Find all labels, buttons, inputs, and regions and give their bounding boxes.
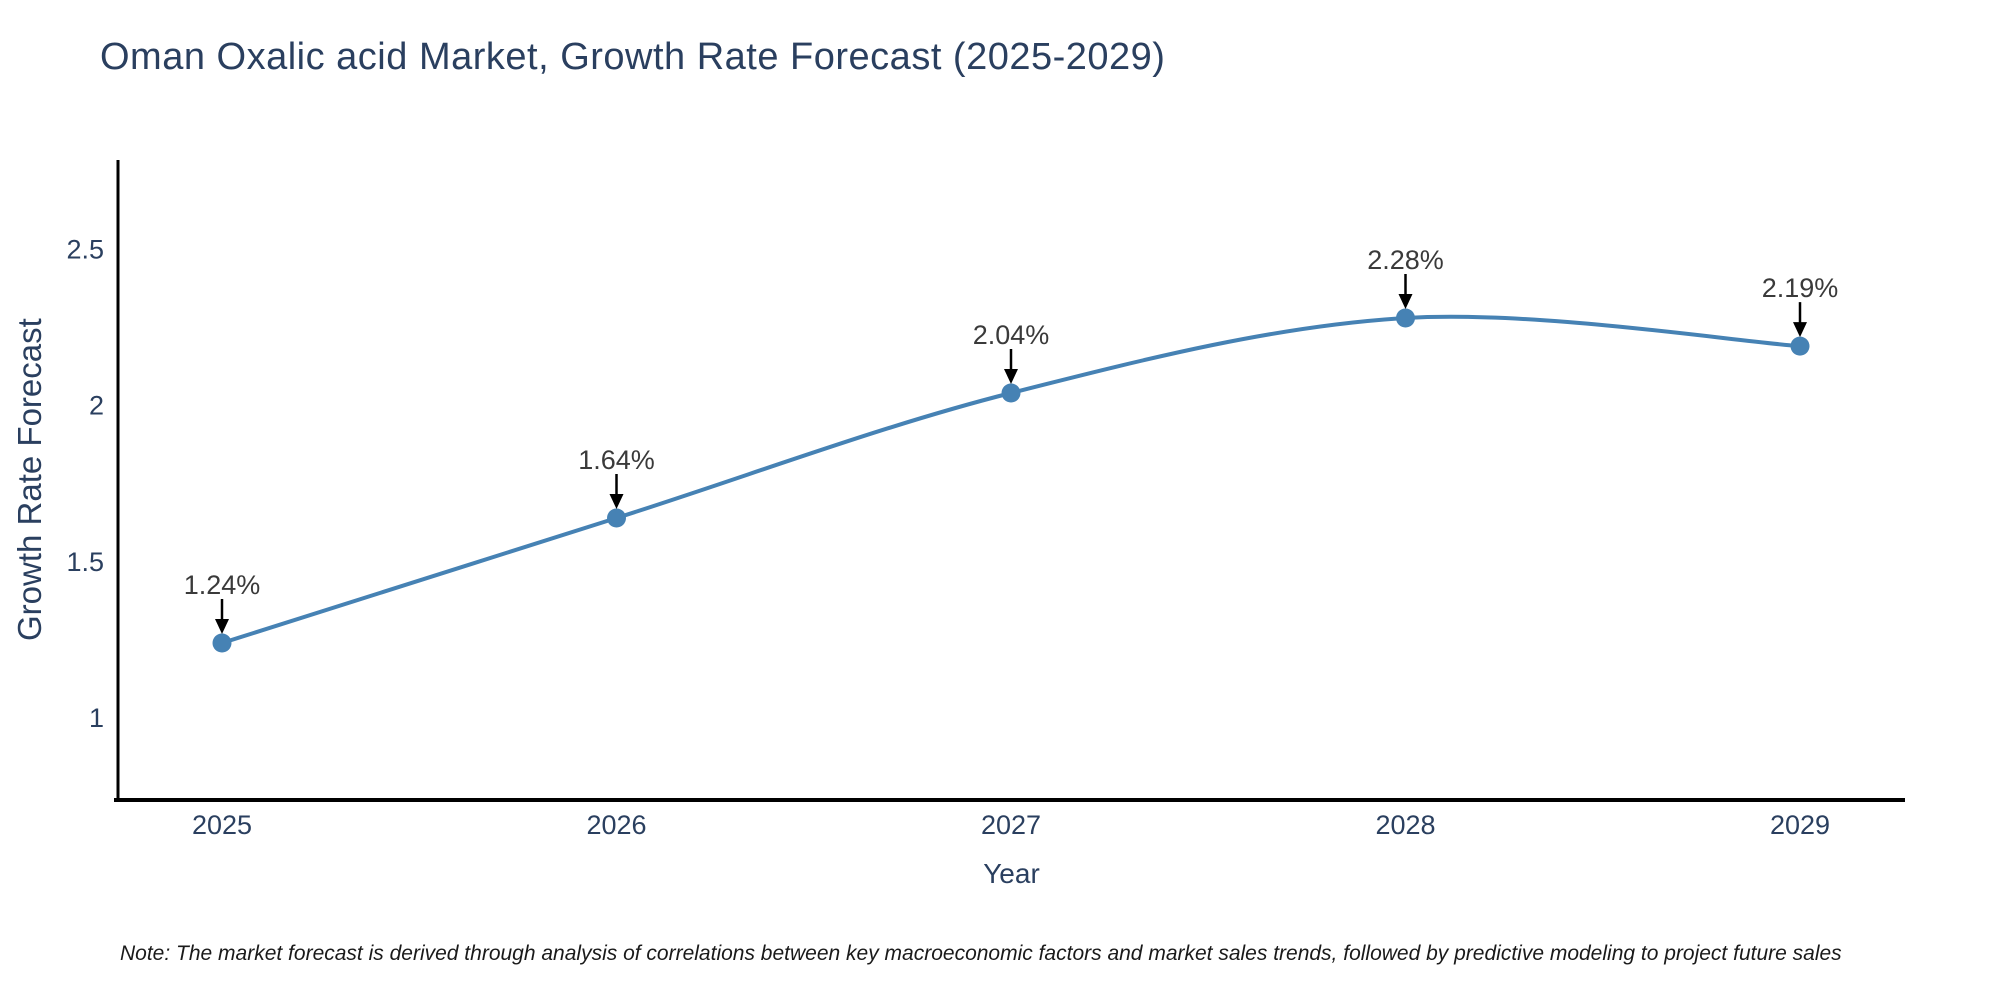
data-point-marker	[1396, 308, 1415, 328]
y-tick-label: 1.5	[66, 547, 104, 577]
x-tick-label: 2027	[981, 810, 1041, 840]
x-tick-label: 2025	[192, 810, 252, 840]
annotation-arrow-head	[1793, 322, 1807, 338]
y-tick-label: 1	[89, 703, 104, 733]
y-axis-title: Growth Rate Forecast	[11, 318, 48, 642]
data-point-marker	[1001, 383, 1021, 403]
y-tick-label: 2	[89, 391, 104, 421]
x-tick-label: 2028	[1375, 810, 1435, 840]
x-tick-label: 2029	[1770, 810, 1830, 840]
footnote-text: Note: The market forecast is derived thr…	[120, 942, 1842, 965]
data-point-marker	[1790, 336, 1810, 356]
annotation-label: 1.64%	[578, 445, 655, 475]
annotation-arrow-head	[1398, 294, 1413, 309]
chart-title: Oman Oxalic acid Market, Growth Rate For…	[100, 36, 1166, 78]
annotation-label: 2.19%	[1762, 273, 1839, 303]
annotation-label: 2.28%	[1367, 245, 1444, 275]
data-point-marker	[212, 633, 232, 653]
annotation-arrow-head	[1004, 369, 1018, 384]
x-axis-title: Year	[983, 858, 1040, 889]
annotation-arrow-head	[609, 494, 624, 509]
annotation-label: 2.04%	[973, 320, 1050, 350]
annotation-arrow-head	[215, 619, 229, 634]
annotation-label: 1.24%	[184, 570, 261, 600]
data-point-marker	[607, 508, 626, 528]
x-tick-label: 2026	[586, 810, 646, 840]
y-tick-label: 2.5	[66, 234, 104, 264]
